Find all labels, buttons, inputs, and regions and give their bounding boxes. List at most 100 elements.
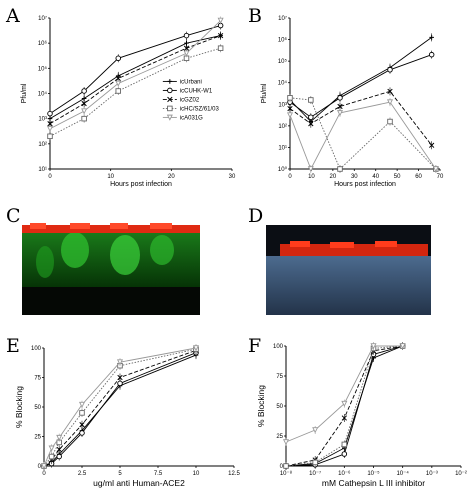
data-point-b [287,105,293,112]
panel-label-f: F [248,335,261,357]
y-tick-label-a: 10⁶ [38,40,48,47]
y-tick-label-e: 50 [34,405,41,411]
data-point-b [336,110,344,117]
data-point-b [387,118,393,125]
legend-marker [167,79,173,84]
panel-label-d: D [248,205,263,227]
y-tick-label-f: 0 [280,464,284,470]
x-tick-label-f: 10⁻⁴ [396,470,409,477]
data-point-f [370,343,377,350]
data-point-e [117,380,123,387]
data-point-a [183,50,190,57]
data-point-b [337,166,343,172]
data-point-e [48,453,55,460]
x-tick-label-e: 2.5 [78,471,87,477]
series-line-a [49,35,221,125]
data-point-a [81,108,88,115]
data-point-a [81,88,87,94]
x-tick-label-b: 40 [372,174,379,180]
y-tick-label-b: 10² [278,124,287,130]
x-axis-title-e: ug/ml anti Human-ACE2 [93,478,185,488]
x-tick-label-a: 0 [48,174,52,180]
x-tick-label-b: 50 [394,174,401,180]
data-point-b [387,88,393,94]
legend-label: icCUHK-W1 [180,88,213,94]
data-point-e [48,445,55,452]
data-point-b [286,112,294,119]
data-point-e [192,345,200,352]
y-tick-label-f: 75 [276,374,283,380]
x-tick-label-b: 60 [415,174,422,180]
data-point-a [47,133,53,140]
y-tick-label-b: 10³ [278,102,287,108]
x-tick-label-a: 20 [168,174,175,180]
data-point-a [217,45,224,51]
data-point-a [81,115,87,122]
y-axis-title-e: % Blocking [14,386,24,428]
data-point-e [40,463,48,470]
x-tick-label-e: 12.5 [228,471,240,477]
x-axis-title-b: Hours post infection [334,181,396,188]
y-tick-label-e: 100 [31,346,42,352]
y-tick-label-f: 50 [276,404,283,410]
x-tick-label-f: 10⁻⁸ [280,470,293,477]
data-point-e [56,434,63,441]
y-tick-label-f: 25 [276,434,283,440]
y-axis-title-a: Pfu/ml [21,83,28,103]
data-point-e [79,410,85,416]
data-point-f [399,343,406,350]
x-tick-label-b: 70 [437,174,444,180]
y-tick-label-f: 100 [273,344,284,350]
y-tick-label-b: 10⁶ [278,37,288,44]
data-point-e [117,374,123,381]
data-point-a [81,100,87,107]
y-tick-label-a: 10¹ [38,167,47,173]
data-point-b [308,121,314,127]
data-point-b [428,51,435,58]
panel-label-e: E [6,335,20,357]
x-tick-label-f: 10⁻⁷ [309,470,321,477]
series-line-e [43,352,197,467]
x-axis-title-a: Hours post infection [110,181,172,188]
legend-label: icGZ02 [180,97,200,103]
data-point-b [432,166,439,173]
y-tick-label-a: 10³ [38,117,47,123]
data-point-a [115,80,122,87]
chart-a: 10¹ 10² 10³ 10⁴ 10⁵ 10⁶ 10⁷ 0 10 20 30 Hours post i… [21,15,236,188]
data-point-f [312,427,319,434]
data-point-a [217,17,224,24]
y-tick-label-e: 25 [34,435,41,441]
series-line-e [43,347,197,467]
y-axis-title-b: Pfu/ml [261,83,268,103]
data-point-e [79,422,85,428]
series-line-f [285,345,403,443]
data-point-a [46,125,54,133]
data-point-b [308,97,314,103]
data-point-e [116,359,124,366]
data-point-a [183,32,190,39]
data-point-a [217,32,224,39]
series-line-b [289,97,437,170]
series-line-b [289,101,437,171]
x-tick-label-f: 10⁻³ [426,471,438,477]
data-point-b [337,95,343,101]
legend-marker [167,87,173,94]
x-tick-label-e: 7.5 [154,471,163,477]
y-tick-label-a: 10² [38,142,47,148]
legend-marker [167,105,173,112]
data-point-b [429,35,434,40]
data-point-f [341,415,347,421]
data-point-e [79,430,85,436]
data-point-e [56,446,62,453]
x-tick-label-a: 10 [107,174,114,180]
y-tick-label-b: 10⁵ [278,58,288,65]
y-tick-label-a: 10⁵ [38,65,48,72]
micrograph-d [266,225,431,315]
series-line-b [289,37,432,123]
legend-marker [167,96,173,103]
panel-label-c: C [6,205,21,227]
x-tick-label-f: 10⁻² [455,471,467,477]
data-point-f [282,439,290,446]
legend-marker [166,114,173,121]
